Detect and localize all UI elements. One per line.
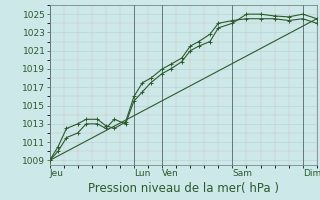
X-axis label: Pression niveau de la mer( hPa ): Pression niveau de la mer( hPa ) (88, 182, 279, 195)
